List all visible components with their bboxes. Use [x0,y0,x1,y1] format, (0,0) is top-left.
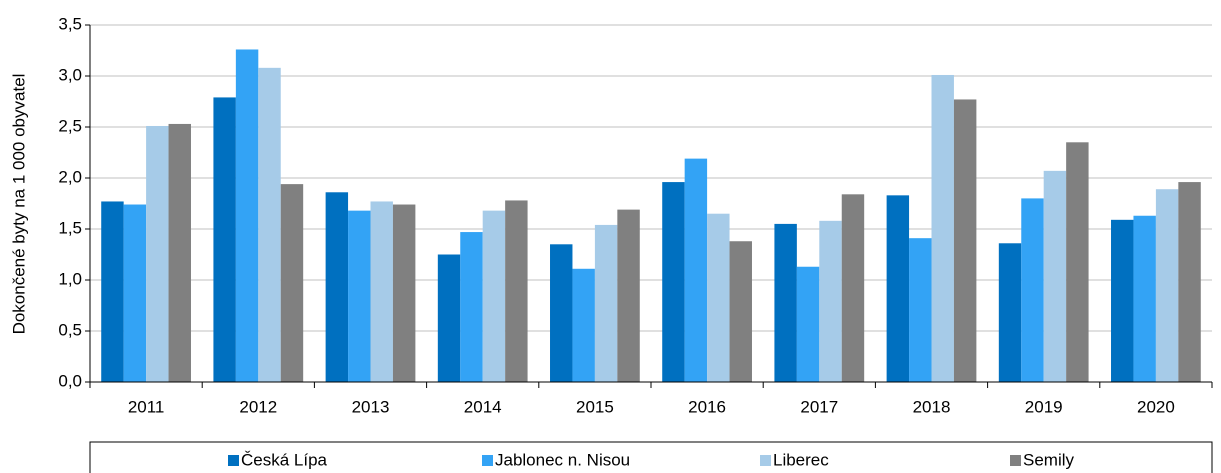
bar [909,238,932,382]
legend-swatch [760,455,771,466]
bar [258,67,281,382]
x-tick-label: 2012 [239,397,277,416]
y-tick-label: 2,5 [58,116,82,135]
bar [550,244,573,382]
bar [1133,215,1156,382]
bar [325,192,349,382]
x-tick-label: 2013 [352,397,390,416]
bar [774,223,797,382]
x-tick-label: 2019 [1025,397,1063,416]
bar [1066,142,1089,382]
bar [819,220,842,382]
bar [482,210,506,382]
bar [1043,170,1067,382]
bar [998,243,1022,382]
bar [662,182,685,382]
bar [168,123,191,382]
legend-swatch [482,455,493,466]
bar [437,254,461,382]
legend-label: Liberec [773,450,829,469]
bar [123,204,147,382]
bar [460,232,483,382]
bar [101,201,124,382]
bar [572,268,595,382]
y-tick-label: 0,0 [58,371,82,390]
y-tick-label: 3,5 [58,14,82,33]
x-tick-label: 2015 [576,397,614,416]
y-tick-label: 1,0 [58,269,82,288]
bar [729,241,752,382]
bar [953,99,977,383]
x-tick-label: 2011 [128,397,165,416]
bar [505,200,528,382]
bar [841,194,865,382]
bar [1155,189,1179,382]
y-tick-label: 0,5 [58,320,82,339]
bar [348,210,371,382]
x-tick-label: 2018 [913,397,951,416]
bar [146,125,169,382]
y-tick-label: 2,0 [58,167,82,186]
bar [1178,182,1201,382]
bar [1021,198,1044,382]
x-tick-label: 2017 [800,397,838,416]
bar [931,74,954,382]
legend-box [89,441,1213,473]
x-tick-label: 2016 [688,397,726,416]
legend-label: Česká Lípa [241,450,328,469]
bar [235,49,259,382]
bar [392,204,416,382]
bar [1111,219,1134,382]
y-axis-label: Dokončené byty na 1 000 obyvatel [9,74,28,335]
bar [796,266,820,382]
bar [617,209,640,382]
legend-swatch [1010,455,1021,466]
bar [280,184,304,382]
bar [594,224,618,382]
y-tick-label: 1,5 [58,218,82,237]
legend-swatch [228,455,239,466]
bar [684,158,708,382]
legend-label: Jablonec n. Nisou [495,450,630,469]
legend-label: Semily [1023,450,1075,469]
bar [886,195,910,382]
bar [370,201,393,382]
x-tick-label: 2014 [464,397,502,416]
y-tick-label: 3,0 [58,65,82,84]
x-tick-label: 2020 [1137,397,1175,416]
bar [707,213,730,382]
bar [213,97,236,383]
